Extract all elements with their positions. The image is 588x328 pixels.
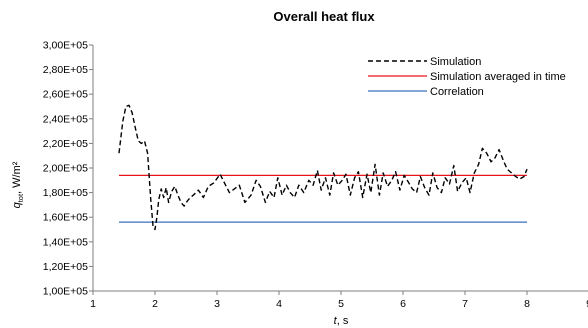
y-tick-label: 2,20E+05 [43, 138, 88, 150]
legend: Simulation Simulation averaged in time Cor… [368, 56, 566, 98]
y-tick-label: 1,20E+05 [43, 261, 88, 273]
svg-text:qtot, W/m²: qtot, W/m² [11, 161, 25, 208]
x-tick-label: 8 [524, 298, 530, 310]
x-tick-label: 9 [586, 298, 588, 310]
y-tick-label: 2,40E+05 [43, 113, 88, 125]
y-axis-label: qtot, W/m² [11, 161, 25, 208]
legend-label: Simulation [430, 56, 481, 68]
x-axis-label: t, s [334, 315, 349, 327]
y-tick-label: 1,00E+05 [43, 286, 88, 298]
y-tick-label: 1,40E+05 [43, 236, 88, 248]
y-tick-label: 3,00E+05 [43, 40, 88, 52]
x-tick-label: 7 [462, 298, 468, 310]
y-tick-label: 2,80E+05 [43, 64, 88, 76]
x-tick-label: 1 [90, 298, 96, 310]
x-tick-label: 2 [152, 298, 158, 310]
y-tick-label: 1,60E+05 [43, 212, 88, 224]
legend-label: Simulation averaged in time [430, 71, 566, 83]
x-tick-label: 3 [214, 298, 220, 310]
x-tick-label: 6 [400, 298, 406, 310]
y-tick-label: 1,80E+05 [43, 187, 88, 199]
y-axis-ticks: 1,00E+05 1,20E+05 1,40E+05 1,60E+05 1,80E+05… [43, 40, 93, 298]
series-line-simulation [118, 104, 528, 231]
legend-label: Correlation [430, 86, 484, 98]
x-axis-ticks: 1 2 3 4 5 6 7 8 9 [90, 291, 588, 310]
y-tick-label: 2,60E+05 [43, 89, 88, 101]
x-tick-label: 5 [338, 298, 344, 310]
chart-title: Overall heat flux [273, 9, 375, 24]
x-tick-label: 4 [276, 298, 282, 310]
plot-series [118, 104, 528, 231]
y-tick-label: 2,00E+05 [43, 163, 88, 175]
